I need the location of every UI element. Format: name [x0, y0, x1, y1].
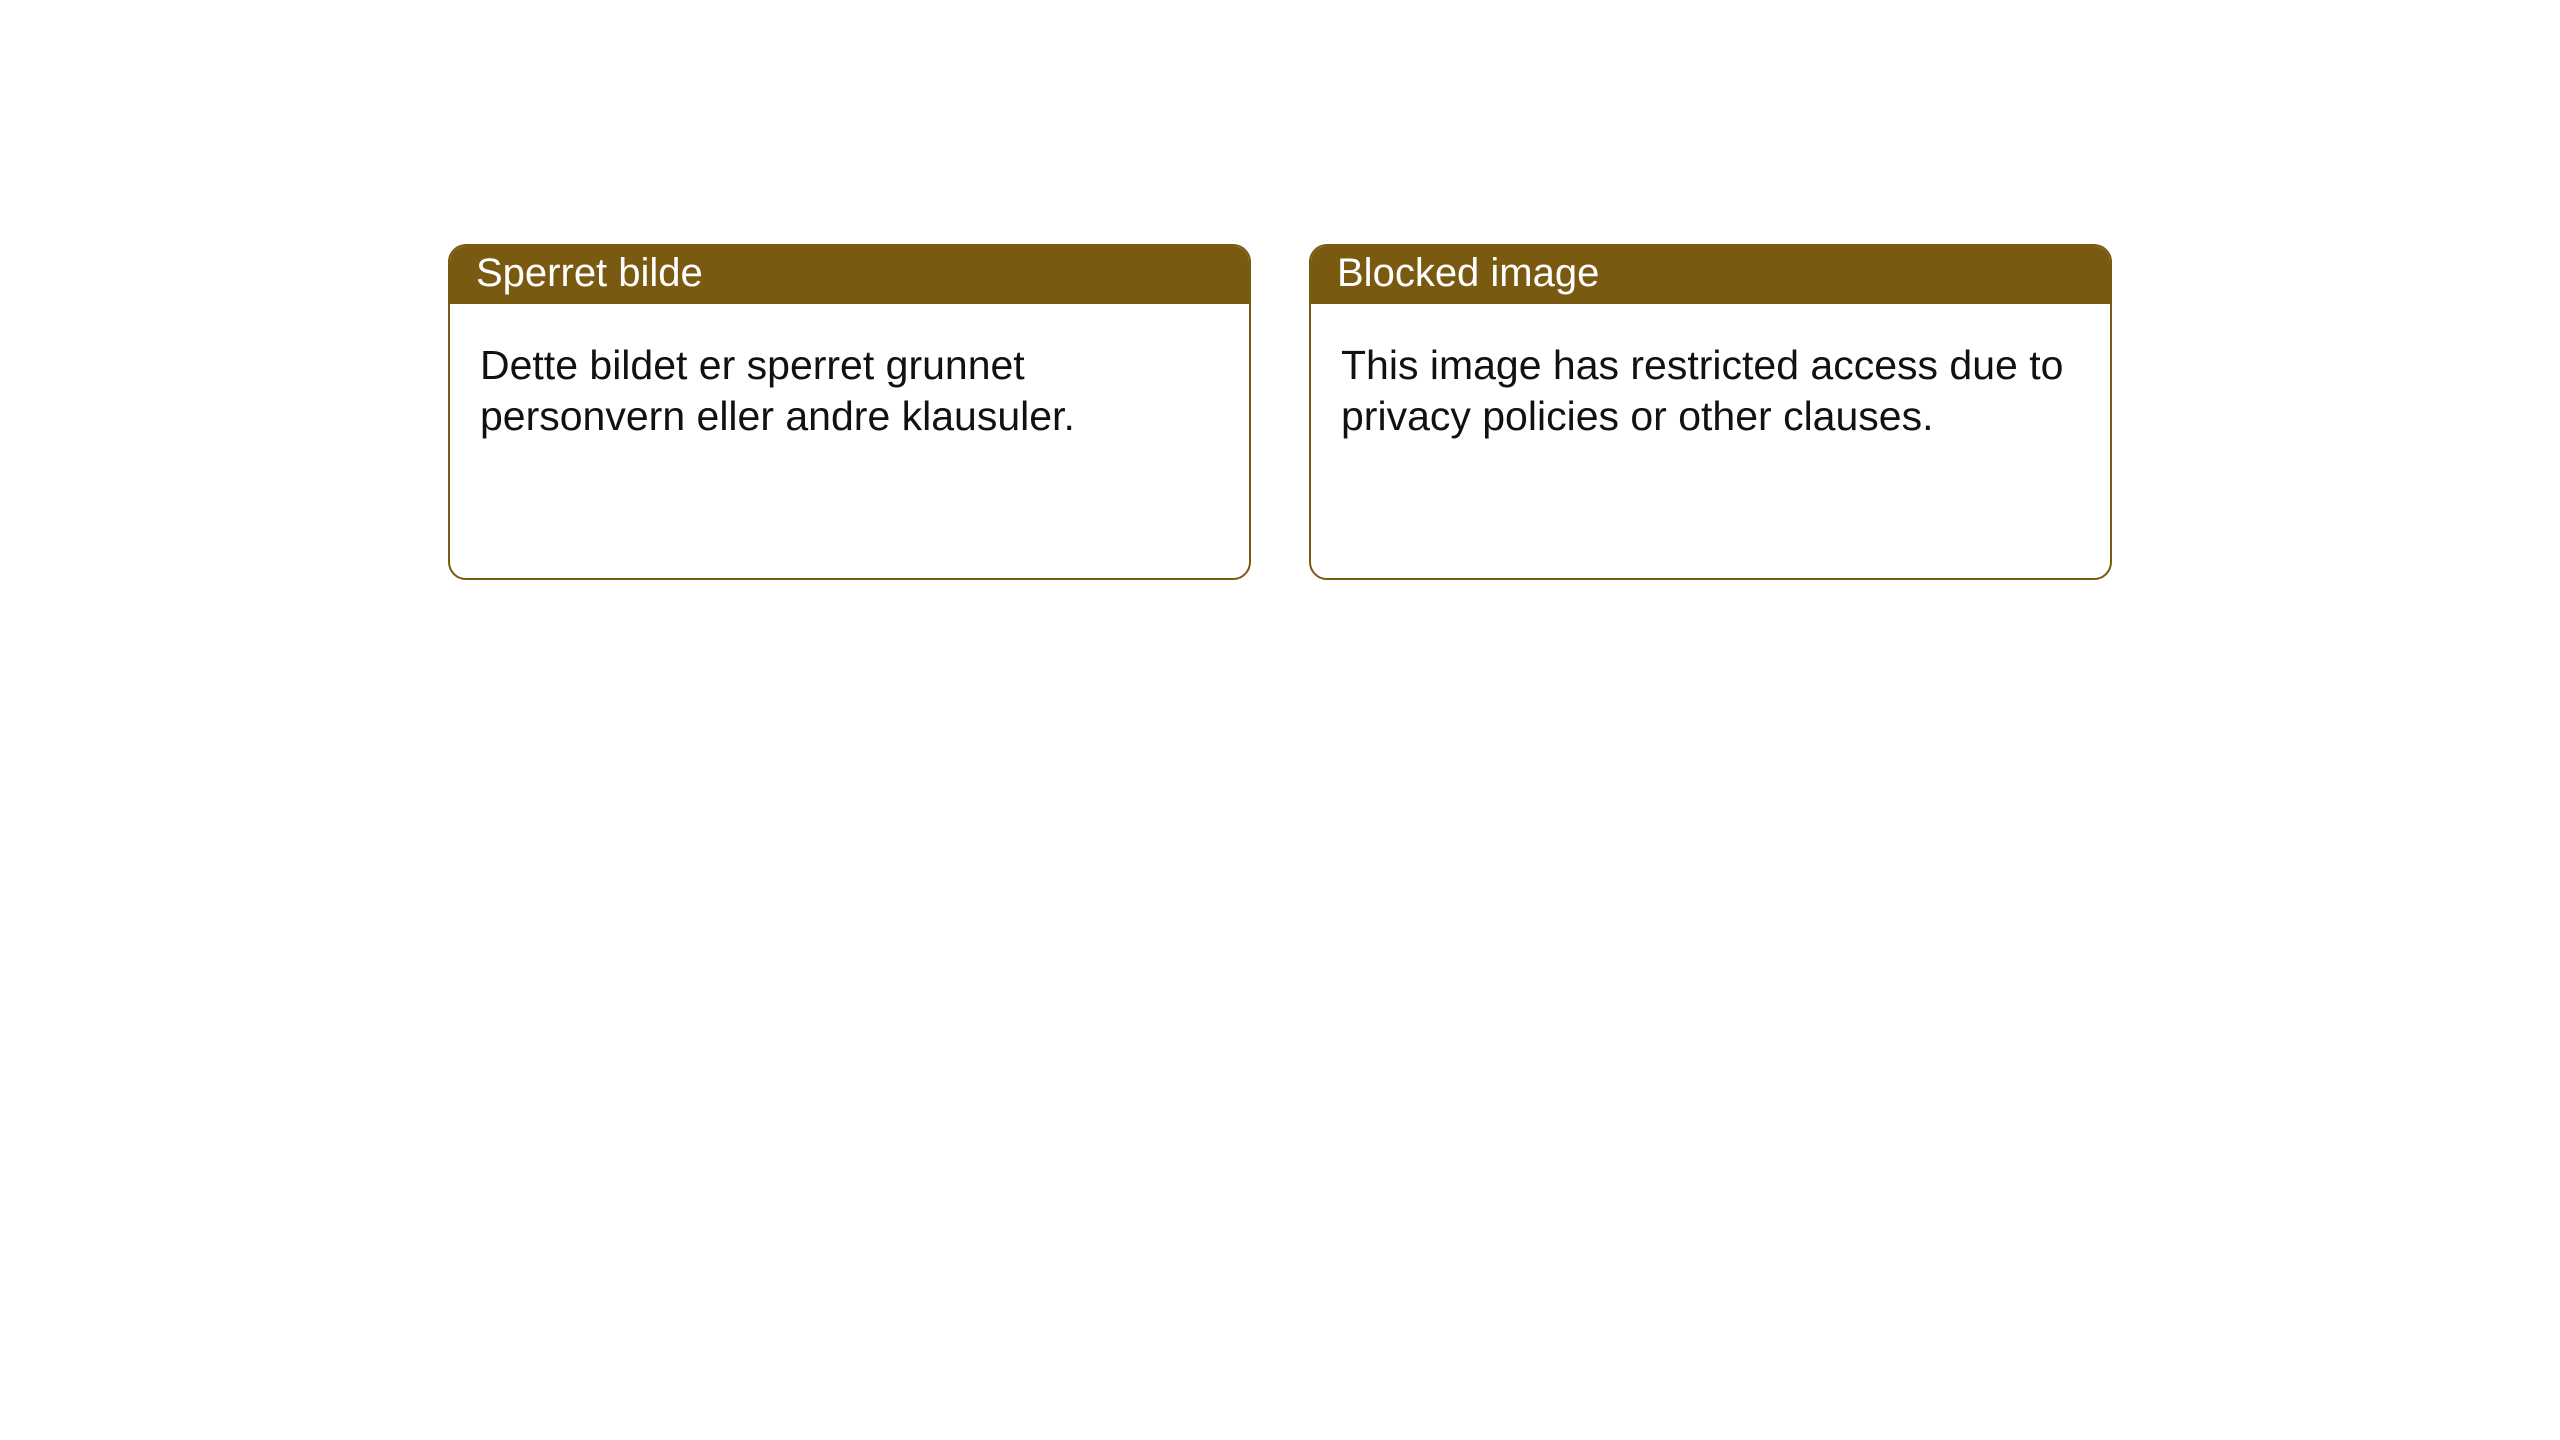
- notices-container: Sperret bilde Dette bildet er sperret gr…: [0, 0, 2560, 580]
- notice-header: Sperret bilde: [450, 246, 1249, 304]
- notice-body: This image has restricted access due to …: [1311, 304, 2110, 471]
- notice-card-english: Blocked image This image has restricted …: [1309, 244, 2112, 580]
- notice-card-norwegian: Sperret bilde Dette bildet er sperret gr…: [448, 244, 1251, 580]
- notice-header: Blocked image: [1311, 246, 2110, 304]
- notice-body: Dette bildet er sperret grunnet personve…: [450, 304, 1249, 471]
